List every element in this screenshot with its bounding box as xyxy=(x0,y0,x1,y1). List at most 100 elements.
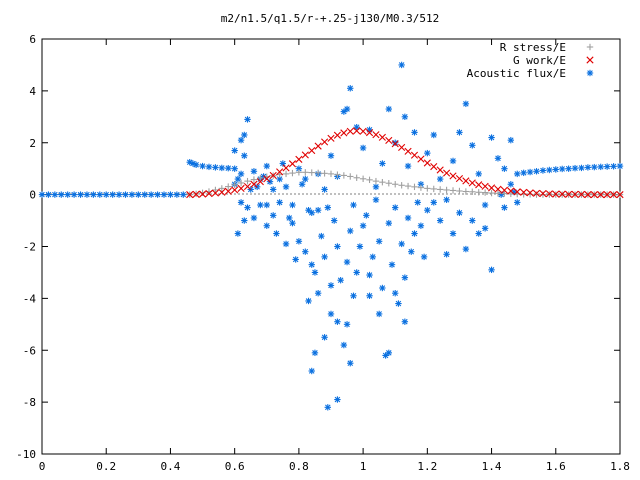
data-point xyxy=(308,367,315,375)
legend: R stress/E G work/E Acoustic flux/E xyxy=(467,41,594,80)
data-point xyxy=(481,189,489,196)
data-point xyxy=(359,222,367,229)
data-point xyxy=(286,214,293,222)
data-point xyxy=(234,175,242,183)
data-point xyxy=(417,181,425,188)
data-point xyxy=(334,318,341,325)
data-point xyxy=(333,131,342,139)
legend-marker-r-stress xyxy=(586,43,594,51)
data-point xyxy=(558,190,566,198)
data-point xyxy=(324,204,331,211)
data-point xyxy=(243,182,252,191)
data-point xyxy=(218,164,226,172)
data-point xyxy=(276,168,284,176)
data-point xyxy=(443,196,450,204)
data-point xyxy=(488,266,495,274)
data-point xyxy=(225,164,232,172)
data-point xyxy=(276,175,283,183)
data-point xyxy=(250,180,258,188)
data-point xyxy=(462,188,470,195)
data-point xyxy=(314,206,322,214)
data-point xyxy=(443,169,451,177)
data-point xyxy=(343,321,351,328)
data-point xyxy=(115,191,123,198)
data-point xyxy=(218,188,226,196)
data-point xyxy=(391,140,399,148)
data-point xyxy=(395,300,402,307)
data-point xyxy=(494,185,502,193)
data-point xyxy=(347,227,354,235)
data-point xyxy=(449,187,457,194)
data-point xyxy=(263,175,271,183)
data-point xyxy=(398,240,405,248)
data-point xyxy=(308,169,315,176)
data-point xyxy=(212,164,219,171)
y-tick-label: 0 xyxy=(29,189,36,202)
data-point xyxy=(231,147,238,154)
data-point xyxy=(356,243,364,250)
data-point xyxy=(449,230,457,237)
data-point xyxy=(282,240,290,248)
data-point xyxy=(366,176,373,184)
data-point xyxy=(314,142,322,150)
data-point xyxy=(250,176,258,183)
data-point xyxy=(353,174,360,181)
data-point xyxy=(443,251,450,258)
data-point xyxy=(241,131,248,139)
data-point xyxy=(295,155,303,163)
data-point xyxy=(205,163,213,171)
data-point xyxy=(308,209,315,216)
data-point xyxy=(263,222,270,229)
data-point xyxy=(497,191,505,198)
data-point xyxy=(401,274,409,281)
data-point xyxy=(308,261,315,268)
data-point xyxy=(423,159,431,167)
data-point xyxy=(414,199,421,206)
data-point xyxy=(468,179,476,187)
data-point xyxy=(375,238,383,245)
data-point xyxy=(430,199,437,206)
data-point xyxy=(475,189,482,196)
data-point xyxy=(469,142,476,149)
data-point xyxy=(584,191,592,199)
y-tick-label: 6 xyxy=(29,33,36,46)
data-point xyxy=(507,187,515,195)
data-point xyxy=(96,191,103,198)
data-point xyxy=(70,191,78,198)
data-point xyxy=(398,182,405,189)
data-point xyxy=(314,169,322,177)
data-point xyxy=(198,190,207,198)
legend-label-acoustic-flux: Acoustic flux/E xyxy=(467,67,566,80)
x-tick-label: 0.2 xyxy=(96,460,116,473)
data-point xyxy=(610,163,617,170)
data-point xyxy=(324,404,331,411)
data-point xyxy=(488,134,495,141)
data-point xyxy=(488,189,495,197)
data-point xyxy=(487,184,496,192)
data-point xyxy=(147,191,155,198)
data-point xyxy=(577,190,586,198)
data-point xyxy=(295,238,303,245)
data-point xyxy=(430,163,438,171)
series-2 xyxy=(38,61,624,411)
data-point xyxy=(211,189,219,197)
data-point xyxy=(298,181,306,188)
data-point xyxy=(420,253,428,261)
data-point xyxy=(401,318,409,325)
x-tick-label: 0.6 xyxy=(225,460,245,473)
data-point xyxy=(494,190,502,197)
data-point xyxy=(128,191,136,198)
legend-label-r-stress: R stress/E xyxy=(500,41,566,54)
data-point xyxy=(346,127,354,135)
data-point xyxy=(378,133,386,141)
data-point xyxy=(616,191,624,199)
x-tick-label: 1.6 xyxy=(546,460,566,473)
x-tick-label: 0.8 xyxy=(289,460,309,473)
data-point xyxy=(603,163,611,170)
data-point xyxy=(154,191,161,198)
data-point xyxy=(539,189,547,198)
data-point xyxy=(571,164,579,172)
data-point xyxy=(327,282,335,289)
data-point xyxy=(366,271,373,279)
data-point xyxy=(321,334,328,341)
